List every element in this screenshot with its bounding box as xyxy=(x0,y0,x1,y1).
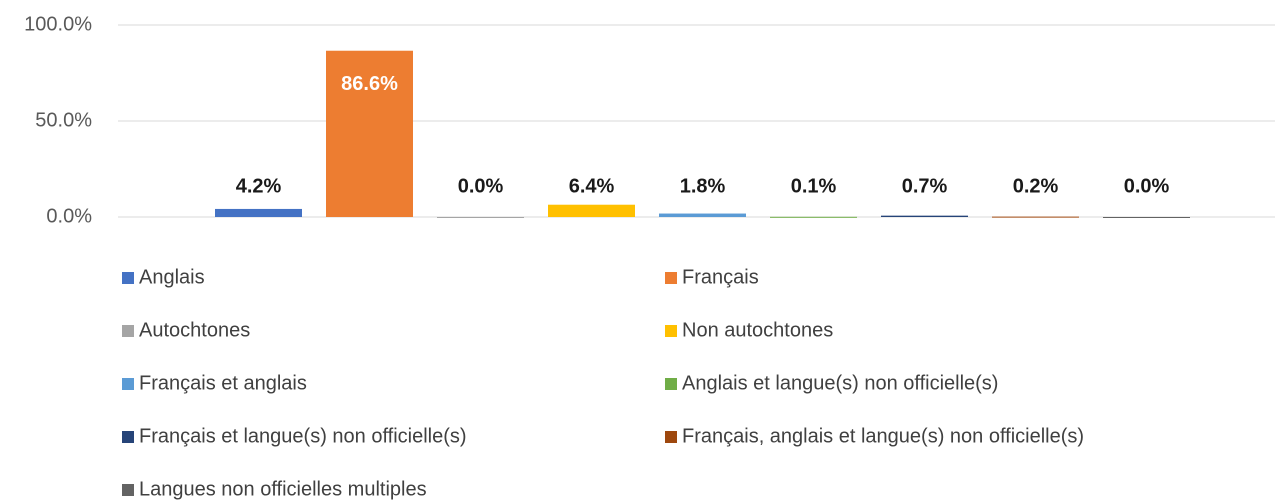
bar xyxy=(659,213,746,217)
data-label: 4.2% xyxy=(236,175,282,197)
bar xyxy=(992,216,1079,218)
bar xyxy=(1103,217,1190,218)
y-tick-label: 100.0% xyxy=(24,13,92,35)
data-label: 0.7% xyxy=(902,175,948,197)
bar xyxy=(326,50,413,218)
legend-label: Français et langue(s) non officielle(s) xyxy=(139,425,467,447)
legend-swatch xyxy=(122,272,134,284)
legend-swatch xyxy=(665,325,677,337)
data-label: 0.1% xyxy=(791,175,837,197)
legend-label: Anglais et langue(s) non officielle(s) xyxy=(682,372,998,394)
data-label: 0.0% xyxy=(1124,175,1170,197)
legend-swatch xyxy=(665,272,677,284)
legend-swatch xyxy=(122,325,134,337)
bar xyxy=(437,217,524,218)
data-label: 0.2% xyxy=(1013,175,1059,197)
y-tick-label: 50.0% xyxy=(35,109,92,131)
legend-label: Français xyxy=(682,266,759,288)
data-label: 86.6% xyxy=(341,73,398,95)
legend-swatch xyxy=(665,431,677,443)
legend-label: Français et anglais xyxy=(139,372,307,394)
y-tick-label: 0.0% xyxy=(46,205,92,227)
bar xyxy=(881,215,968,217)
data-label: 1.8% xyxy=(680,175,726,197)
legend-swatch xyxy=(122,378,134,390)
legend-label: Anglais xyxy=(139,266,205,288)
bar xyxy=(548,204,635,217)
legend-swatch xyxy=(122,484,134,496)
legend-label: Non autochtones xyxy=(682,319,833,341)
bar xyxy=(215,208,302,217)
legend-label: Autochtones xyxy=(139,319,250,341)
bar xyxy=(770,216,857,218)
data-label: 0.0% xyxy=(458,175,504,197)
legend-label: Langues non officielles multiples xyxy=(139,478,427,500)
legend-swatch xyxy=(122,431,134,443)
legend-label: Français, anglais et langue(s) non offic… xyxy=(682,425,1084,447)
legend-swatch xyxy=(665,378,677,390)
data-label: 6.4% xyxy=(569,175,615,197)
